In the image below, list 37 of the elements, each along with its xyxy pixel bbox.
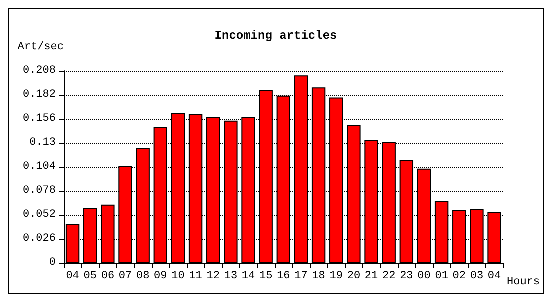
x-tick-label: 22 bbox=[382, 270, 396, 282]
y-tick-label: 0.104 bbox=[22, 161, 56, 173]
y-tick-label: 0.208 bbox=[22, 65, 56, 77]
y-tick-label: 0.026 bbox=[22, 233, 56, 245]
y-tick-label: 0.182 bbox=[22, 89, 56, 101]
y-tick-label: 0.052 bbox=[22, 209, 56, 221]
x-tick-label: 03 bbox=[470, 270, 484, 282]
x-tick-label: 10 bbox=[172, 270, 185, 282]
x-tick-label: 01 bbox=[435, 270, 449, 282]
y-tick-label: 0.156 bbox=[22, 113, 56, 125]
x-tick-label: 00 bbox=[418, 270, 431, 282]
x-tick-label: 09 bbox=[154, 270, 168, 282]
y-tick-label: 0.13 bbox=[30, 137, 56, 149]
x-tick-label: 04 bbox=[488, 270, 502, 282]
x-tick-label: 14 bbox=[242, 270, 256, 282]
x-tick-label: 13 bbox=[224, 270, 238, 282]
x-axis-title: Hours bbox=[507, 276, 540, 288]
x-tick-label: 12 bbox=[206, 270, 220, 282]
x-tick-label: 11 bbox=[189, 270, 203, 282]
y-tick-label: 0.078 bbox=[22, 185, 56, 197]
x-tick-label: 23 bbox=[400, 270, 414, 282]
x-tick-label: 16 bbox=[277, 270, 290, 282]
y-tick-label: 0 bbox=[49, 257, 56, 269]
x-tick-label: 06 bbox=[101, 270, 115, 282]
x-tick-label: 18 bbox=[312, 270, 326, 282]
x-tick-label: 17 bbox=[294, 270, 308, 282]
x-tick-label: 05 bbox=[84, 270, 97, 282]
x-tick-label: 08 bbox=[136, 270, 150, 282]
chart-title: Incoming articles bbox=[214, 29, 338, 43]
x-tick-label: 02 bbox=[452, 270, 466, 282]
x-tick-label: 15 bbox=[259, 270, 273, 282]
y-axis-title: Art/sec bbox=[18, 42, 64, 54]
x-tick-label: 20 bbox=[347, 270, 361, 282]
x-tick-label: 21 bbox=[364, 270, 379, 282]
x-tick-label: 19 bbox=[330, 270, 343, 282]
x-tick-label: 07 bbox=[118, 270, 132, 282]
x-tick-label: 04 bbox=[66, 270, 80, 282]
